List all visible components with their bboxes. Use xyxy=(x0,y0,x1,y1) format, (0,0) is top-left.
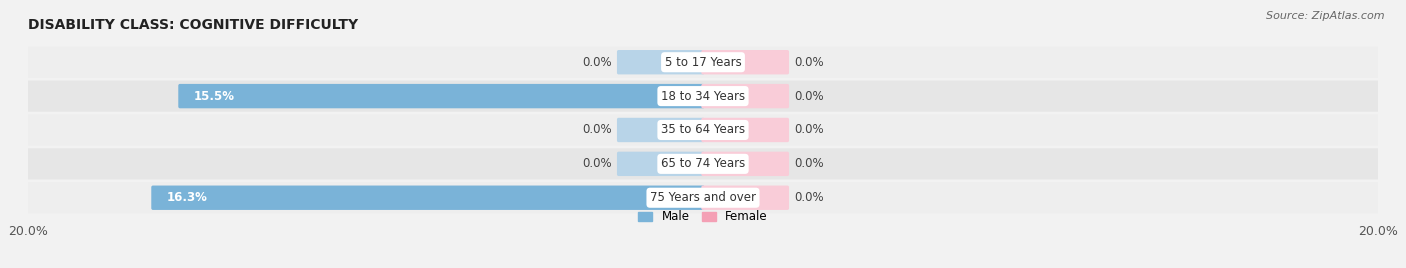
Text: 0.0%: 0.0% xyxy=(794,124,824,136)
FancyBboxPatch shape xyxy=(702,84,789,108)
Text: 5 to 17 Years: 5 to 17 Years xyxy=(665,56,741,69)
Text: 0.0%: 0.0% xyxy=(582,56,612,69)
Text: DISABILITY CLASS: COGNITIVE DIFFICULTY: DISABILITY CLASS: COGNITIVE DIFFICULTY xyxy=(28,18,359,32)
Text: 18 to 34 Years: 18 to 34 Years xyxy=(661,90,745,103)
FancyBboxPatch shape xyxy=(10,47,1396,78)
FancyBboxPatch shape xyxy=(179,84,704,108)
Text: 0.0%: 0.0% xyxy=(582,157,612,170)
Legend: Male, Female: Male, Female xyxy=(634,206,772,228)
FancyBboxPatch shape xyxy=(702,50,789,75)
FancyBboxPatch shape xyxy=(702,185,789,210)
Text: 16.3%: 16.3% xyxy=(166,191,207,204)
FancyBboxPatch shape xyxy=(152,185,704,210)
Text: 15.5%: 15.5% xyxy=(194,90,235,103)
FancyBboxPatch shape xyxy=(10,80,1396,112)
Text: 0.0%: 0.0% xyxy=(794,157,824,170)
FancyBboxPatch shape xyxy=(702,152,789,176)
Text: 35 to 64 Years: 35 to 64 Years xyxy=(661,124,745,136)
Text: 0.0%: 0.0% xyxy=(794,90,824,103)
Text: 0.0%: 0.0% xyxy=(582,124,612,136)
FancyBboxPatch shape xyxy=(10,182,1396,213)
Text: 75 Years and over: 75 Years and over xyxy=(650,191,756,204)
Text: 0.0%: 0.0% xyxy=(794,191,824,204)
Text: 0.0%: 0.0% xyxy=(794,56,824,69)
FancyBboxPatch shape xyxy=(617,50,704,75)
Text: 65 to 74 Years: 65 to 74 Years xyxy=(661,157,745,170)
FancyBboxPatch shape xyxy=(617,152,704,176)
FancyBboxPatch shape xyxy=(702,118,789,142)
FancyBboxPatch shape xyxy=(10,148,1396,180)
FancyBboxPatch shape xyxy=(10,114,1396,146)
FancyBboxPatch shape xyxy=(617,118,704,142)
Text: Source: ZipAtlas.com: Source: ZipAtlas.com xyxy=(1267,11,1385,21)
